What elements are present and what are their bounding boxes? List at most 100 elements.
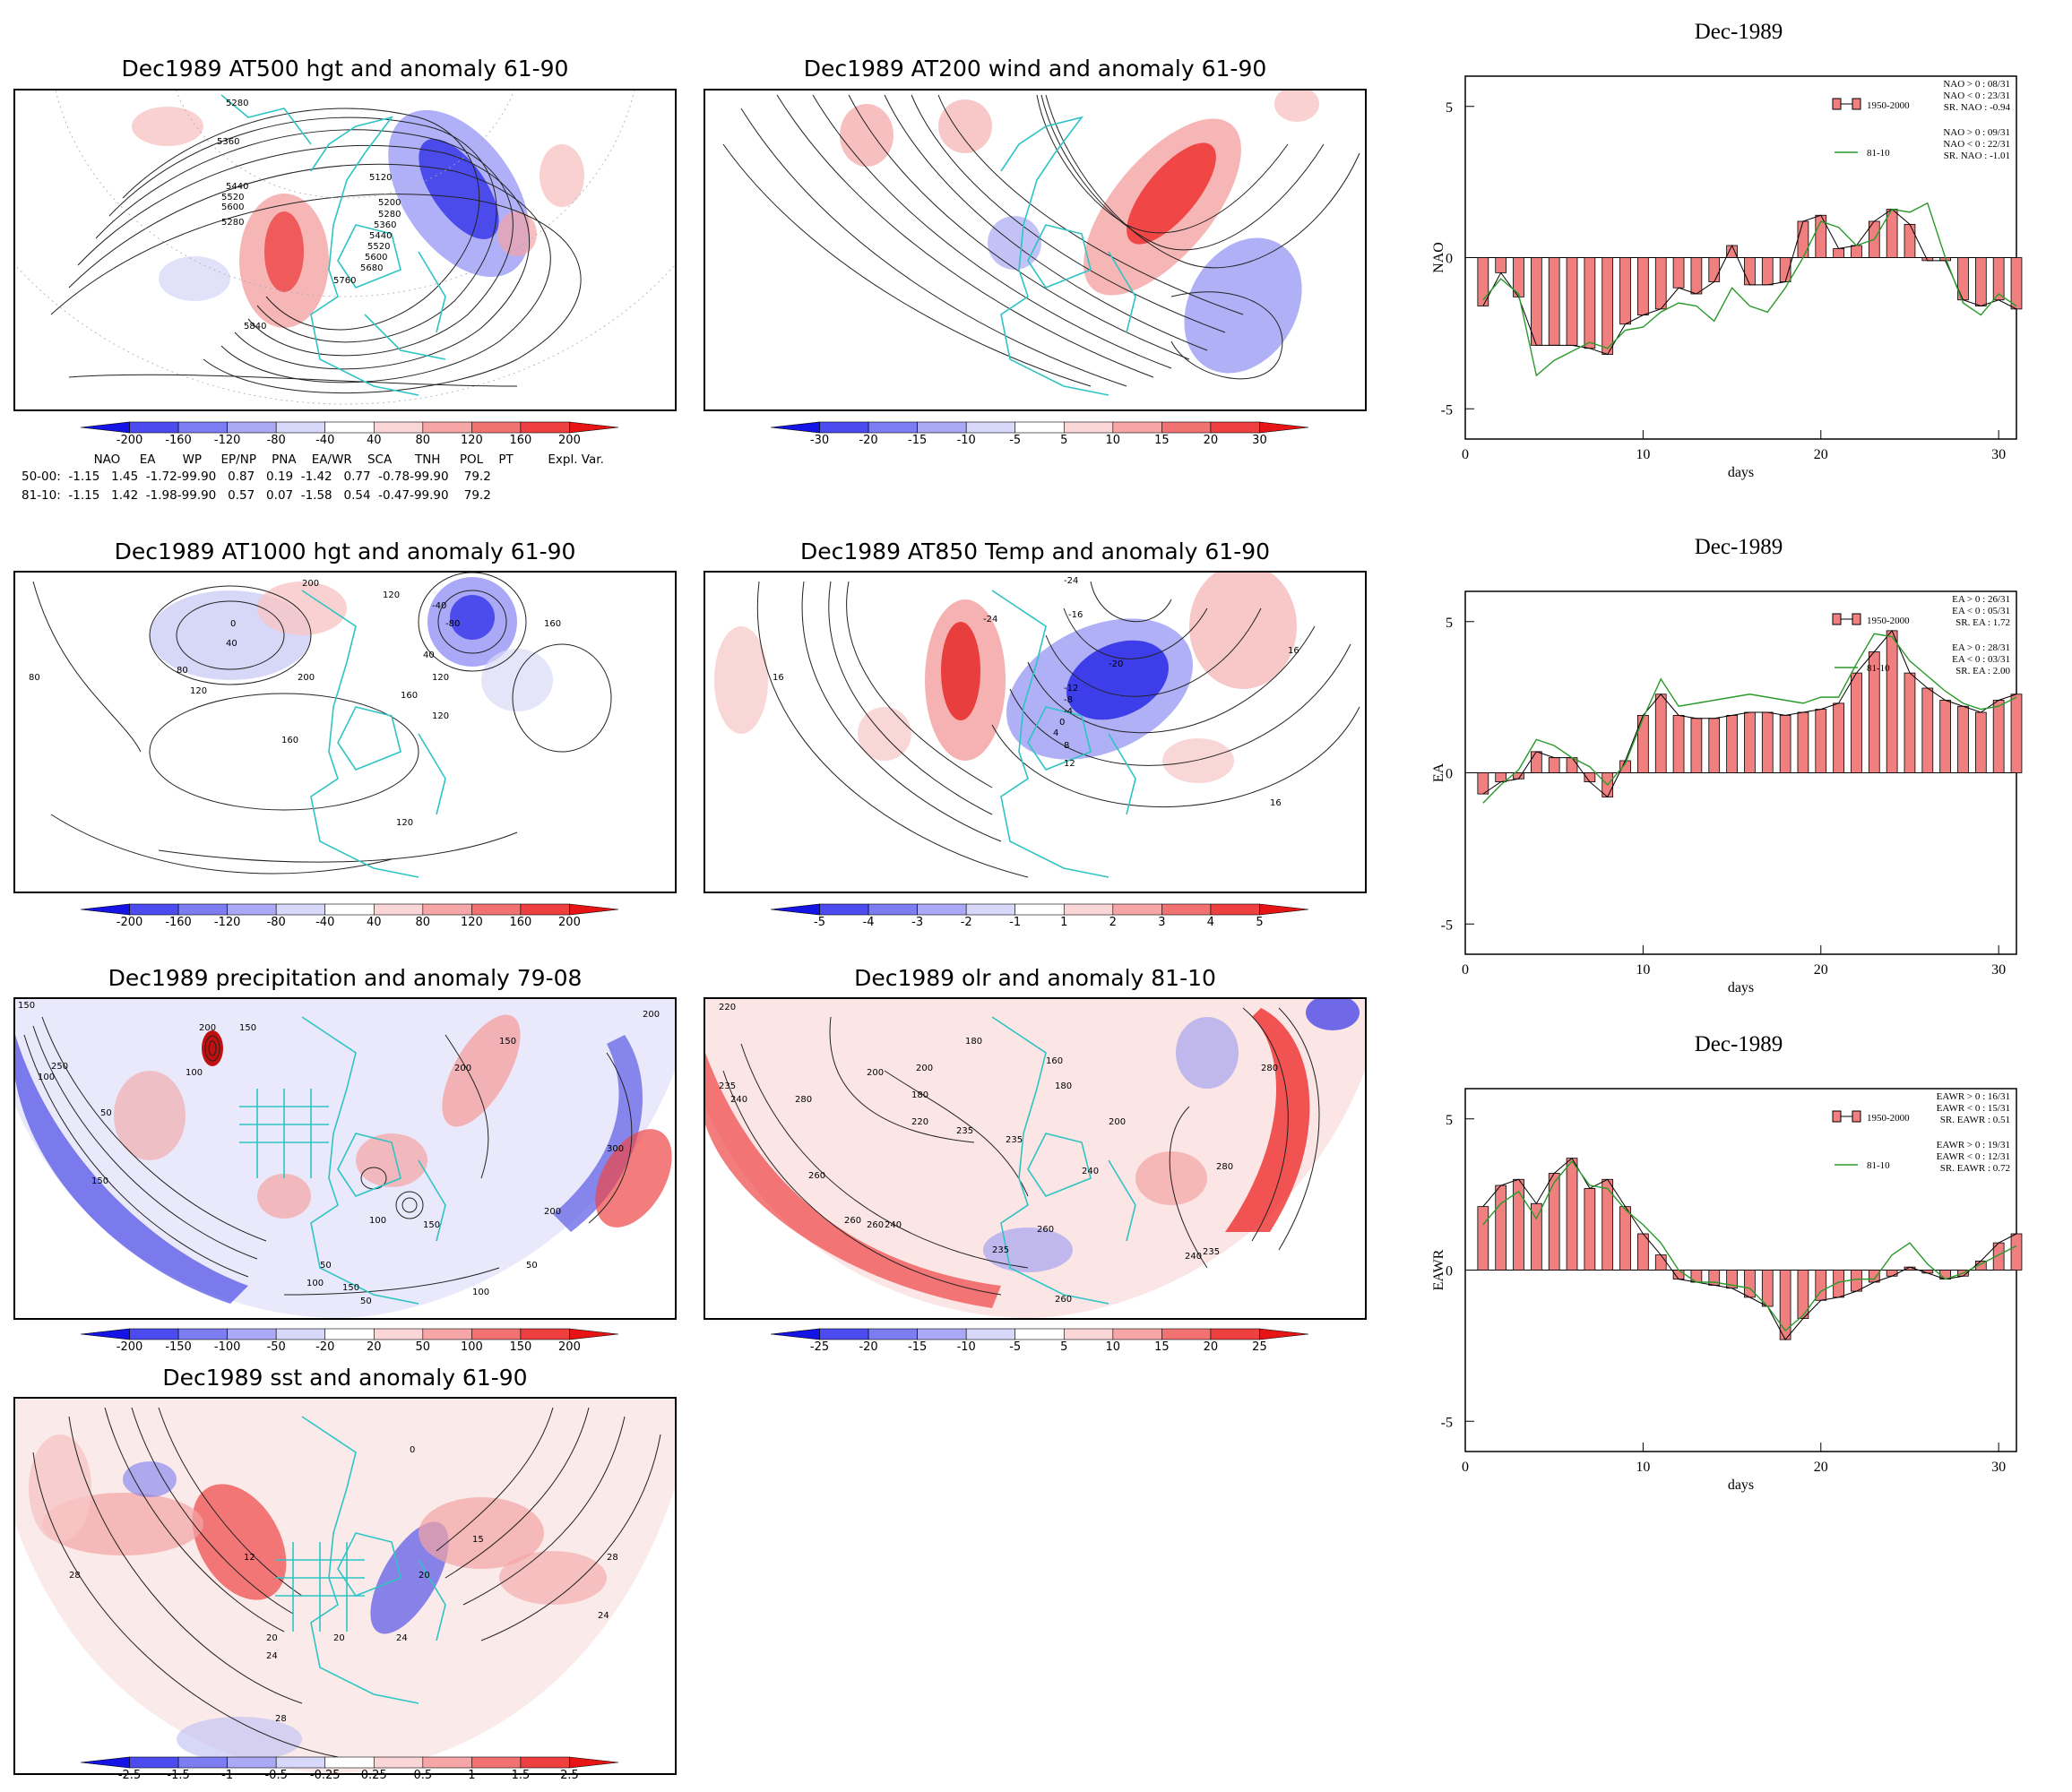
y-tick-label: 0 — [1446, 767, 1453, 782]
bar — [1477, 772, 1489, 795]
teleconnection-row-50-00: 50-00: -1.15 1.45 -1.72-99.90 0.87 0.19 … — [22, 470, 491, 484]
colorbar-tick-label: -40 — [315, 434, 334, 447]
colorbar-tick-label: 4 — [1207, 916, 1214, 929]
svg-text:5600: 5600 — [365, 253, 387, 263]
colorbar-tick-label: 150 — [509, 1340, 531, 1354]
colorbar-tick-label: 200 — [558, 1340, 581, 1354]
x-tick-label: 0 — [1462, 1460, 1469, 1475]
svg-text:5520: 5520 — [367, 242, 390, 252]
y-tick-label: -5 — [1441, 918, 1453, 933]
colorbar-segment — [1063, 1328, 1114, 1340]
map-title: Dec1989 AT850 Temp and anomaly 61-90 — [799, 538, 1271, 564]
bar — [1744, 711, 1756, 773]
bar — [1690, 257, 1703, 295]
colorbar-tick-label: -0.5 — [264, 1769, 287, 1782]
colorbar-tick-label: 25 — [1252, 1340, 1267, 1354]
colorbar-tick-label: -0.25 — [310, 1769, 341, 1782]
colorbar-tick-label: 160 — [509, 916, 531, 929]
bar — [1566, 1158, 1578, 1271]
x-tick-label: 20 — [1814, 447, 1828, 462]
bar — [1619, 257, 1631, 325]
legend-swatch-bar — [1832, 1110, 1842, 1123]
svg-text:260: 260 — [808, 1171, 825, 1181]
y-tick-label: 0 — [1446, 1264, 1453, 1279]
svg-text:12: 12 — [244, 1553, 255, 1563]
colorbar-tick-label: -5 — [1009, 434, 1021, 447]
colorbar-tick-label: 20 — [1204, 1340, 1219, 1354]
colorbar-tick-label: 3 — [1158, 916, 1165, 929]
colorbar-tick-label: 10 — [1106, 1340, 1121, 1354]
colorbar-segment — [177, 1756, 228, 1769]
colorbar-segment — [129, 903, 179, 916]
svg-text:180: 180 — [911, 1090, 928, 1100]
colorbar: -200 -160 -120 -80 -40 40 80 120 160 200 — [54, 902, 645, 929]
colorbar-segment — [1014, 903, 1065, 916]
colorbar-segment — [520, 903, 570, 916]
bar — [2010, 694, 2023, 773]
colorbar-segment — [868, 903, 918, 916]
svg-text:80: 80 — [177, 666, 188, 676]
svg-text:120: 120 — [190, 686, 207, 696]
x-tick-label: 10 — [1636, 447, 1650, 462]
svg-text:150: 150 — [423, 1220, 440, 1230]
svg-text:120: 120 — [432, 711, 449, 721]
svg-text:50: 50 — [526, 1261, 538, 1271]
bar — [1690, 718, 1703, 773]
colorbar-segment — [965, 1328, 1016, 1340]
svg-text:50: 50 — [320, 1261, 332, 1271]
colorbar-tick-label: 40 — [367, 916, 382, 929]
colorbar-tick-label: 1 — [1060, 916, 1067, 929]
bar — [1654, 1254, 1667, 1271]
colorbar-tick-label: 120 — [461, 916, 483, 929]
y-tick-label: 5 — [1446, 616, 1453, 631]
x-tick-label: 30 — [1991, 1460, 2006, 1475]
svg-text:200: 200 — [454, 1064, 471, 1073]
colorbar-tick-label: -200 — [117, 1340, 143, 1354]
map-plot-svg — [722, 90, 1360, 396]
svg-text:100: 100 — [472, 1288, 489, 1297]
colorbar-end-low — [80, 421, 130, 434]
legend-stat: NAO > 0 : 09/31 — [1943, 127, 2010, 138]
colorbar-tick-label: 20 — [1204, 434, 1219, 447]
colorbar-tick-label: 120 — [461, 434, 483, 447]
colorbar-tick-label: 1.5 — [512, 1769, 531, 1782]
colorbar-tick-label: -200 — [117, 434, 143, 447]
colorbar-segment — [1112, 1328, 1162, 1340]
colorbar-tick-label: -160 — [165, 434, 192, 447]
colorbar-tick-label: -120 — [214, 916, 241, 929]
x-axis-label: days — [1728, 1478, 1754, 1493]
svg-text:-20: -20 — [1109, 659, 1123, 669]
svg-text:120: 120 — [396, 818, 413, 828]
colorbar-segment — [1210, 903, 1260, 916]
colorbar-tick-label: 100 — [461, 1340, 483, 1354]
colorbar-tick-label: 2 — [1109, 916, 1117, 929]
svg-text:5360: 5360 — [374, 220, 396, 230]
colorbar-segment — [1014, 421, 1065, 434]
bar — [1833, 702, 1844, 773]
svg-text:100: 100 — [38, 1073, 55, 1082]
colorbar-segment — [373, 1756, 424, 1769]
svg-text:150: 150 — [239, 1023, 256, 1033]
svg-text:180: 180 — [965, 1037, 982, 1047]
colorbar-tick-label: -1 — [221, 1769, 233, 1782]
teleconnection-header: NAO EA WP EP/NP PNA EA/WR SCA TNH POL PT… — [86, 452, 604, 467]
svg-text:160: 160 — [401, 691, 418, 701]
svg-text:300: 300 — [607, 1144, 624, 1154]
svg-text:235: 235 — [719, 1081, 736, 1091]
colorbar-segment — [1161, 1328, 1212, 1340]
colorbar-svg: -200 -150 -100 -50 -20 20 50 100 150 200 — [80, 1328, 619, 1354]
legend-stat: SR. NAO : -1.01 — [1944, 151, 2010, 161]
svg-text:0: 0 — [410, 1445, 415, 1455]
svg-text:235: 235 — [1006, 1135, 1023, 1145]
bar — [1548, 1173, 1560, 1271]
colorbar-segment — [471, 903, 522, 916]
colorbar-tick-label: -20 — [315, 1340, 334, 1354]
colorbar-tick-label: 80 — [416, 434, 431, 447]
bar — [2010, 1233, 2023, 1271]
y-axis-label: EA — [1431, 762, 1446, 782]
svg-text:240: 240 — [1082, 1167, 1099, 1176]
map-plot — [704, 89, 1367, 411]
x-tick-label: 30 — [1991, 962, 2006, 978]
bar — [1761, 711, 1774, 773]
svg-text:235: 235 — [1203, 1247, 1220, 1257]
